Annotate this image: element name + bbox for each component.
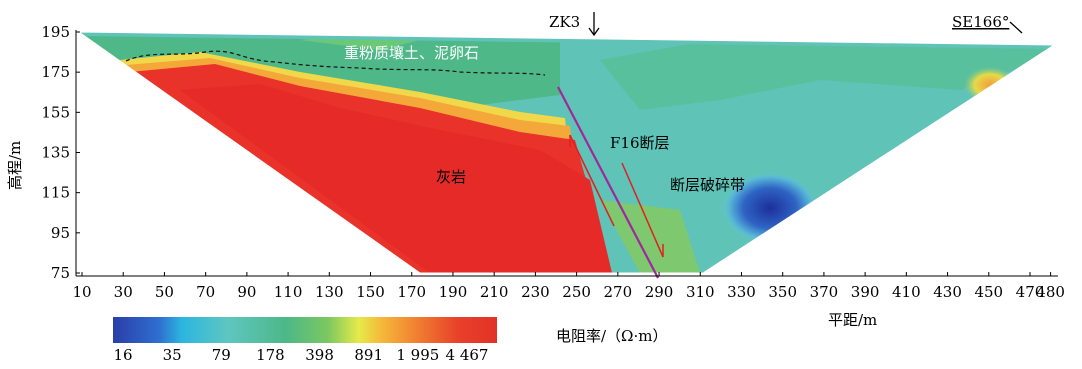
x-tick-label: 350 [768, 283, 797, 301]
y-tick-label: 155 [41, 103, 70, 121]
soil-boundary-line [125, 50, 546, 76]
colorbar: 16 35 79 178 398 891 1 995 4 467 [113, 317, 497, 364]
fault-annotation: F16断层 [610, 134, 670, 152]
x-tick-label: 270 [604, 283, 633, 301]
zk3-arrow-icon [588, 12, 600, 37]
x-tick-label: 410 [892, 283, 921, 301]
y-tick-label: 115 [41, 184, 70, 202]
y-axis: 195 175 155 135 115 95 75 [41, 23, 80, 282]
x-tick-label: 430 [933, 283, 962, 301]
x-tick-label: 310 [686, 283, 715, 301]
colorbar-tick-label: 16 [113, 346, 132, 364]
colorbar-label: 电阻率/（Ω·m） [556, 327, 667, 345]
soil-annotation: 重粉质壤土、泥卵石 [344, 44, 479, 62]
x-tick-label: 230 [521, 283, 550, 301]
direction-arrow-icon [1009, 21, 1023, 34]
y-axis-label: 高程/m [6, 141, 24, 190]
fault-arrow-down [621, 162, 664, 258]
y-tick-label: 135 [41, 144, 70, 162]
colorbar-tick-label: 398 [305, 346, 334, 364]
x-tick-label: 150 [356, 283, 385, 301]
x-tick-label: 470 [1016, 283, 1045, 301]
x-tick-label: 70 [196, 283, 215, 301]
y-tick-label: 175 [41, 63, 70, 81]
colorbar-tick-label: 891 [354, 346, 383, 364]
limestone-annotation: 灰岩 [436, 168, 466, 186]
x-axis-label: 平距/m [828, 311, 877, 329]
x-tick-label: 110 [274, 283, 303, 301]
x-tick-label: 390 [851, 283, 880, 301]
colorbar-tick-label: 178 [256, 346, 285, 364]
x-axis: 10 30 50 70 90 110 130 150 170 190 210 230 250 270 290… [72, 272, 1065, 301]
fault-line [557, 86, 659, 279]
x-tick-label: 130 [315, 283, 344, 301]
x-tick-label: 50 [155, 283, 174, 301]
x-tick-label: 250 [562, 283, 591, 301]
colorbar-tick-label: 1 995 [396, 346, 439, 364]
x-tick-label: 450 [974, 283, 1003, 301]
x-tick-label: 370 [810, 283, 839, 301]
y-tick-label: 95 [51, 224, 70, 242]
section-body [79, 32, 1054, 273]
x-tick-label: 290 [645, 283, 674, 301]
x-tick-label: 190 [439, 283, 468, 301]
x-tick-label: 10 [72, 283, 91, 301]
x-tick-label: 90 [237, 283, 256, 301]
x-tick-label: 330 [727, 283, 756, 301]
colorbar-tick-label: 35 [163, 346, 182, 364]
fault-arrow-up [569, 134, 615, 227]
y-tick-label: 75 [51, 264, 70, 282]
y-tick-label: 195 [41, 23, 70, 41]
colorbar-tick-label: 4 467 [446, 346, 489, 364]
section-outline [77, 31, 1056, 274]
x-tick-label: 480 [1036, 283, 1065, 301]
zk3-label: ZK3 [549, 13, 580, 31]
colorbar-tick-label: 79 [212, 346, 231, 364]
x-tick-label: 30 [114, 283, 133, 301]
x-tick-label: 170 [397, 283, 426, 301]
x-tick-label: 210 [480, 283, 509, 301]
direction-label: SE166° [952, 13, 1009, 31]
fracture-zone-annotation: 断层破碎带 [670, 176, 745, 194]
